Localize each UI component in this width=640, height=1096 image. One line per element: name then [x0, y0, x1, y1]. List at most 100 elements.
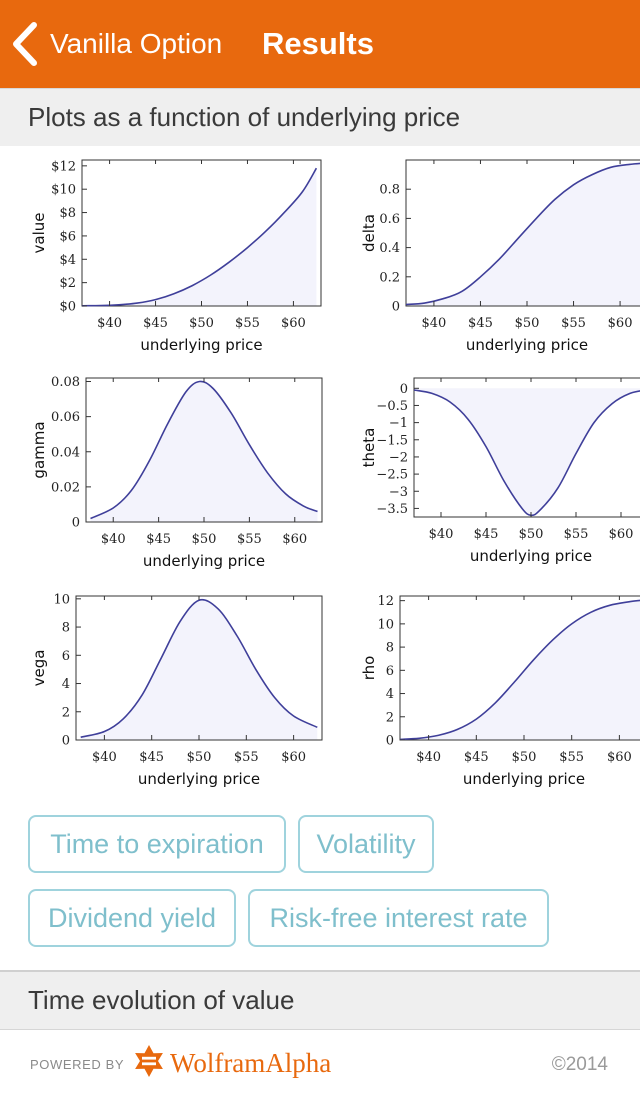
gamma-y-tick-label: 0.08 [51, 375, 80, 390]
vega-y-tick-label: 0 [62, 734, 70, 749]
gamma-y-tick-label: 0.06 [51, 410, 80, 425]
delta-x-tick-label: $50 [515, 316, 540, 331]
value-x-tick-label: $55 [235, 316, 260, 331]
section-header-time-evolution[interactable]: Time evolution of value [0, 970, 640, 1030]
value-series-line [81, 167, 318, 307]
vega-x-tick-label: $40 [92, 750, 117, 765]
top-bar: Vanilla Option Results [0, 0, 640, 88]
value-x-tick-label: $50 [189, 316, 214, 331]
theta-x-tick-label: $55 [564, 527, 589, 542]
theta-x-tick-label: $50 [519, 527, 544, 542]
rho-x-axis-label: underlying price [463, 770, 585, 788]
delta-x-tick-label: $60 [608, 316, 633, 331]
gamma-x-tick-label: $60 [282, 532, 307, 547]
value-y-tick-label: $4 [59, 253, 76, 268]
gamma-x-tick-label: $55 [237, 532, 262, 547]
risk-free-interest-rate-button[interactable]: Risk-free interest rate [248, 889, 549, 947]
theta-y-tick-label: −1 [389, 416, 408, 431]
wolframalpha-logo-icon [132, 1044, 166, 1083]
gamma-area-fill [90, 381, 318, 522]
value-x-tick-label: $60 [281, 316, 306, 331]
theta-y-tick-label: −2.5 [376, 468, 408, 483]
delta-area-fill [406, 163, 640, 306]
back-button-label: Vanilla Option [50, 28, 223, 59]
vega-y-tick-label: 2 [62, 705, 70, 720]
gamma-series-line [90, 380, 318, 520]
footer: POWERED BY WolframAlpha ©2014 [0, 1030, 640, 1096]
value-y-tick-label: $10 [51, 183, 76, 198]
back-button[interactable]: Vanilla Option [10, 18, 222, 70]
vega-y-tick-label: 6 [62, 649, 70, 664]
vega-x-tick-label: $50 [187, 750, 212, 765]
rho-x-tick-label: $40 [416, 750, 441, 765]
theta-y-tick-label: −1.5 [376, 433, 408, 448]
gamma-y-tick-label: 0.04 [51, 445, 80, 460]
theta-x-tick-label: $45 [474, 527, 499, 542]
theta-y-tick-label: −0.5 [376, 399, 408, 414]
rho-area-fill [400, 600, 640, 740]
plot-value: $40 $45 $50 $55 $60 $0 $2 $4 $6 $8 $10 $12 underlyin… [30, 159, 322, 354]
delta-x-tick-label: $55 [561, 316, 586, 331]
plot-delta: $40 $45 $50 $55 $60 0 0.2 0.4 0.6 0.8 underlying p… [360, 159, 640, 354]
theta-x-tick-label: $60 [609, 527, 634, 542]
delta-y-tick-label: 0.6 [379, 212, 400, 227]
theta-x-axis-label: underlying price [470, 547, 592, 565]
wolframalpha-logo[interactable]: WolframAlpha [132, 1044, 331, 1083]
rho-y-tick-label: 12 [377, 594, 394, 609]
gamma-x-tick-label: $45 [146, 532, 171, 547]
vega-area-fill [80, 599, 318, 740]
delta-series-line [405, 162, 640, 306]
delta-y-tick-label: 0.8 [379, 183, 400, 198]
delta-x-tick-label: $40 [422, 316, 447, 331]
vega-x-tick-label: $45 [139, 750, 164, 765]
rho-x-tick-label: $55 [559, 750, 584, 765]
chevron-left-icon [10, 22, 40, 66]
powered-by-label: POWERED BY [30, 1057, 125, 1072]
theta-y-tick-label: −3 [389, 485, 408, 500]
value-area-fill [82, 168, 317, 306]
gamma-y-tick-label: 0 [72, 516, 80, 531]
rho-y-tick-label: 10 [377, 617, 394, 632]
delta-x-tick-label: $45 [468, 316, 493, 331]
page-title: Results [262, 26, 374, 61]
dividend-yield-label: Dividend yield [47, 902, 217, 933]
plot-vega: $40 $45 $50 $55 $60 0 2 4 6 8 10 underlying price ve… [30, 592, 323, 788]
vega-x-axis-label: underlying price [138, 770, 260, 788]
vega-y-tick-label: 8 [62, 621, 70, 636]
copyright: ©2014 [551, 1054, 608, 1075]
rho-y-axis-label: rho [360, 656, 378, 681]
value-y-tick-label: $8 [59, 206, 76, 221]
gamma-x-tick-label: $50 [192, 532, 217, 547]
rho-y-tick-label: 8 [386, 641, 394, 656]
gamma-y-tick-label: 0.02 [51, 480, 80, 495]
vega-y-axis-label: vega [30, 650, 48, 687]
delta-y-tick-label: 0 [392, 300, 400, 315]
vega-series-line [80, 598, 318, 738]
value-y-axis-label: value [30, 213, 48, 254]
dividend-yield-button[interactable]: Dividend yield [28, 889, 236, 947]
theta-y-tick-label: −3.5 [376, 502, 408, 517]
delta-y-axis-label: delta [360, 214, 378, 252]
volatility-button[interactable]: Volatility [298, 815, 434, 873]
time-to-expiration-label: Time to expiration [50, 828, 264, 859]
section-title-plots: Plots as a function of underlying price [28, 102, 461, 132]
value-y-tick-label: $0 [59, 300, 76, 315]
time-to-expiration-button[interactable]: Time to expiration [28, 815, 286, 873]
rho-y-tick-label: 4 [386, 687, 394, 702]
vega-y-tick-label: 4 [62, 677, 70, 692]
gamma-y-axis-label: gamma [30, 421, 48, 478]
vega-x-tick-label: $55 [234, 750, 259, 765]
value-y-tick-label: $2 [59, 276, 76, 291]
rho-x-tick-label: $45 [464, 750, 489, 765]
value-x-tick-label: $40 [97, 316, 122, 331]
theta-y-tick-label: −2 [389, 450, 408, 465]
vega-x-tick-label: $60 [281, 750, 306, 765]
risk-free-interest-rate-label: Risk-free interest rate [269, 902, 528, 933]
volatility-label: Volatility [316, 828, 416, 859]
value-x-tick-label: $45 [143, 316, 168, 331]
rho-y-tick-label: 0 [386, 734, 394, 749]
theta-area-fill [414, 388, 640, 516]
section-header-plots: Plots as a function of underlying price [0, 88, 640, 146]
gamma-x-axis-label: underlying price [143, 552, 265, 570]
value-y-tick-label: $6 [59, 229, 76, 244]
